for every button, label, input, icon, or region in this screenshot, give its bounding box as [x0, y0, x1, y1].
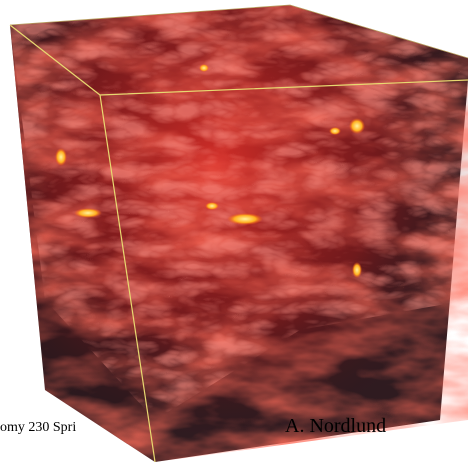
slide: omy 230 Spri A. Nordlund [0, 0, 468, 469]
course-label: omy 230 Spri [0, 420, 76, 435]
author-label: A. Nordlund [285, 415, 386, 437]
simulation-cube [10, 5, 468, 462]
